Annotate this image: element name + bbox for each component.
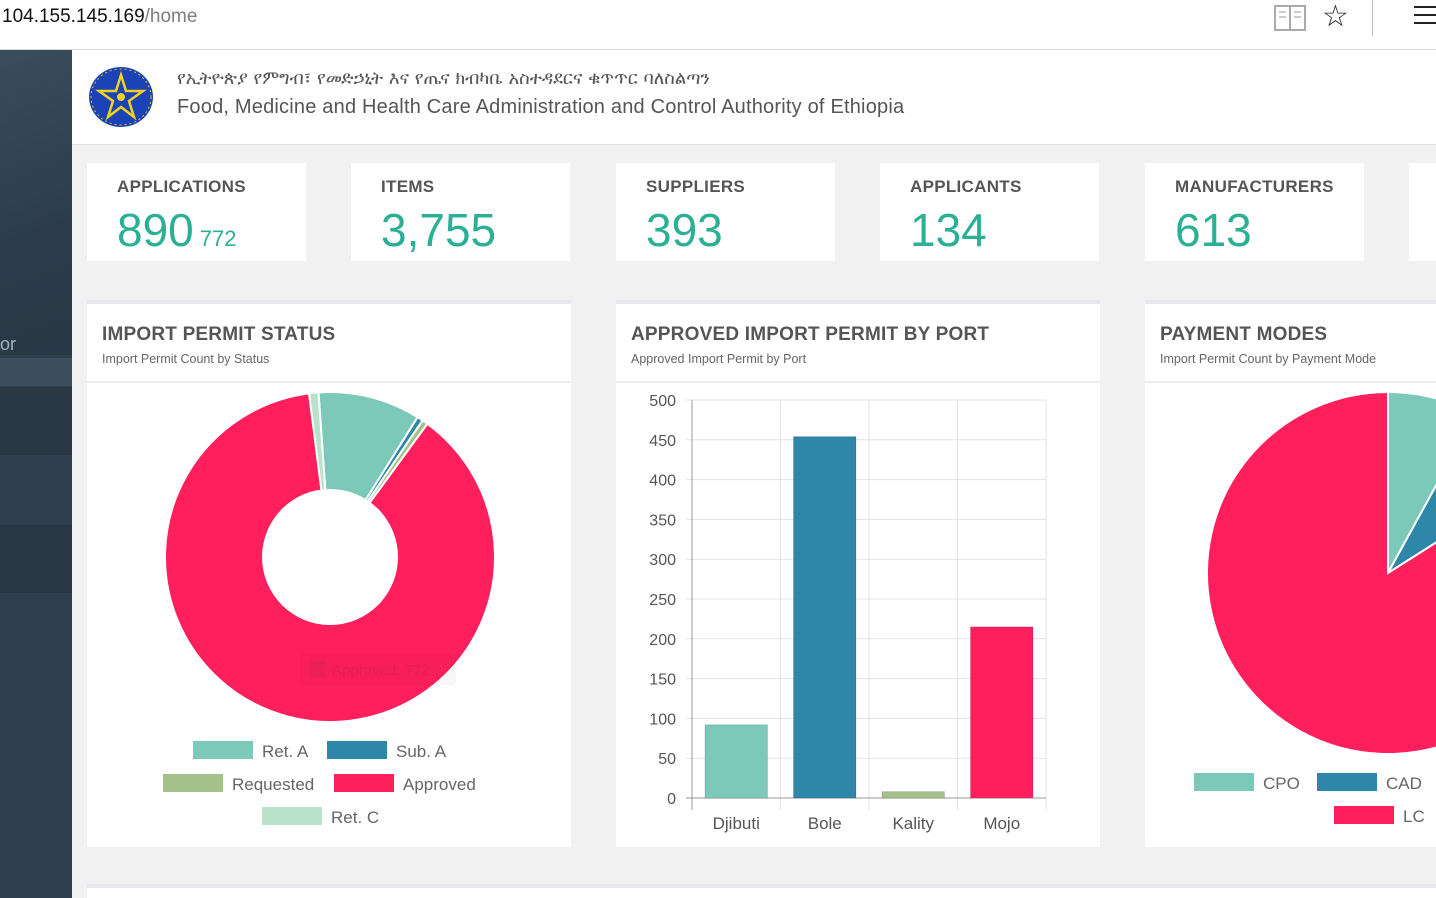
x-tick-label: Djibuti [713, 814, 760, 833]
toolbar-separator [1372, 0, 1373, 36]
y-tick-label: 150 [649, 672, 676, 689]
tooltip-swatch [310, 661, 326, 677]
x-tick-label: Mojo [983, 814, 1020, 833]
y-tick-label: 250 [649, 592, 676, 609]
url-host: 104.155.145.169 [2, 6, 145, 27]
panel-divider [616, 381, 1100, 383]
pie-slice-lc[interactable] [1206, 390, 1436, 755]
page-header: የኢትዮጵያ የምግብ፣ የመድኃኒት እና የጤና ክብካቤ አስተዳደርና … [72, 50, 1436, 145]
stat-label: ITEMS [381, 177, 435, 196]
sidebar-user-panel [0, 50, 72, 355]
reader-view-icon[interactable] [1274, 4, 1306, 32]
stat-label: APPLICATIONS [117, 177, 246, 196]
y-tick-label: 0 [667, 791, 676, 808]
ethiopia-emblem-icon [89, 67, 153, 127]
bar-mojo[interactable] [970, 626, 1034, 799]
tooltip-text: Approved: 772 [332, 662, 430, 679]
stat-value: 890 772 [117, 204, 237, 256]
legend-swatch [193, 741, 253, 759]
panel-subtitle: Approved Import Permit by Port [631, 352, 807, 366]
bar-kality[interactable] [881, 791, 945, 799]
payment-modes-pie-chart[interactable]: CPO CAD LC [1145, 304, 1436, 847]
stat-label: SUPPLIERS [646, 177, 746, 196]
stat-label: APPLICANTS [910, 177, 1022, 196]
y-tick-label: 500 [649, 393, 676, 410]
stat-card-applicants[interactable]: APPLICANTS 134 [880, 163, 1099, 261]
y-tick-label: 400 [649, 473, 676, 490]
stat-card-items[interactable]: ITEMS 3,755 [351, 163, 570, 261]
stat-card-suppliers[interactable]: SUPPLIERS 393 [616, 163, 835, 261]
panel-divider [1145, 381, 1436, 383]
legend-swatch [262, 807, 322, 825]
favorite-star-icon[interactable]: ☆ [1322, 0, 1349, 34]
browser-toolbar: 104.155.145.169/home ☆ [0, 0, 1436, 50]
stat-subvalue: 772 [199, 226, 237, 251]
legend-label: LC [1403, 807, 1425, 826]
y-tick-label: 450 [649, 433, 676, 450]
legend-label: CPO [1263, 774, 1300, 793]
panel-subtitle: Import Permit Count by Status [102, 352, 270, 366]
header-title-amharic: የኢትዮጵያ የምግብ፣ የመድኃኒት እና የጤና ክብካቤ አስተዳደርና … [177, 68, 710, 89]
import-status-donut-chart[interactable]: Ret. A Sub. A Requested Approved Ret. C Appro… [87, 304, 571, 847]
hamburger-menu-icon[interactable] [1414, 6, 1436, 26]
panel-import-permit-status: IMPORT PERMIT STATUS Import Permit Count… [87, 300, 571, 847]
stat-card-manufacturers[interactable]: MANUFACTURERS 613 [1145, 163, 1364, 261]
panel-subtitle: Import Permit Count by Payment Mode [1160, 352, 1377, 366]
legend-swatch [1194, 773, 1254, 791]
y-tick-label: 50 [658, 751, 676, 768]
y-tick-label: 300 [649, 552, 676, 569]
x-tick-label: Bole [808, 814, 842, 833]
stat-value: 393 [646, 204, 723, 256]
legend-label: CAD [1386, 774, 1422, 793]
stat-value: 613 [1175, 204, 1252, 256]
panel-title: IMPORT PERMIT STATUS [102, 324, 336, 345]
legend-swatch [327, 741, 387, 759]
next-panel-row [87, 884, 1436, 898]
url-path: /home [144, 6, 198, 27]
panel-title: PAYMENT MODES [1160, 324, 1328, 345]
stat-card-partial[interactable] [1409, 163, 1436, 261]
y-tick-label: 350 [649, 512, 676, 529]
y-tick-label: 100 [649, 711, 676, 728]
sidebar: or [0, 50, 72, 898]
legend-swatch [334, 774, 394, 792]
donut-hole [262, 489, 398, 625]
legend-swatch [1317, 773, 1377, 791]
legend-label: Ret. A [262, 742, 309, 761]
panel-approved-by-port: APPROVED IMPORT PERMIT BY PORT Approved … [616, 300, 1100, 847]
y-tick-label: 200 [649, 632, 676, 649]
stat-value: 134 [910, 204, 987, 256]
legend-label: Requested [232, 775, 314, 794]
legend-label: Sub. A [396, 742, 447, 761]
header-title-english: Food, Medicine and Health Care Administr… [177, 96, 905, 118]
panel-payment-modes: PAYMENT MODES Import Permit Count by Pay… [1145, 300, 1436, 847]
panel-divider [87, 381, 571, 383]
x-tick-label: Kality [892, 814, 934, 833]
sidebar-item-active[interactable] [0, 358, 72, 386]
pie-slice-cad[interactable] [1387, 414, 1436, 574]
sidebar-item[interactable] [0, 387, 72, 455]
address-bar[interactable]: 104.155.145.169/home [2, 6, 197, 28]
legend-label: Ret. C [331, 808, 379, 827]
bar-bole[interactable] [793, 436, 857, 799]
legend-label: Approved [403, 775, 476, 794]
sidebar-item[interactable] [0, 525, 72, 593]
bar-djibuti[interactable] [704, 724, 768, 799]
pie-slice-cpo[interactable] [1387, 390, 1436, 574]
stat-value: 3,755 [381, 204, 497, 256]
stat-label: MANUFACTURERS [1175, 177, 1334, 196]
sidebar-partial-text: or [0, 334, 17, 354]
stat-card-applications[interactable]: APPLICATIONS 890 772 [87, 163, 306, 261]
legend-swatch [1334, 806, 1394, 824]
panel-title: APPROVED IMPORT PERMIT BY PORT [631, 324, 990, 345]
legend-swatch [163, 774, 223, 792]
